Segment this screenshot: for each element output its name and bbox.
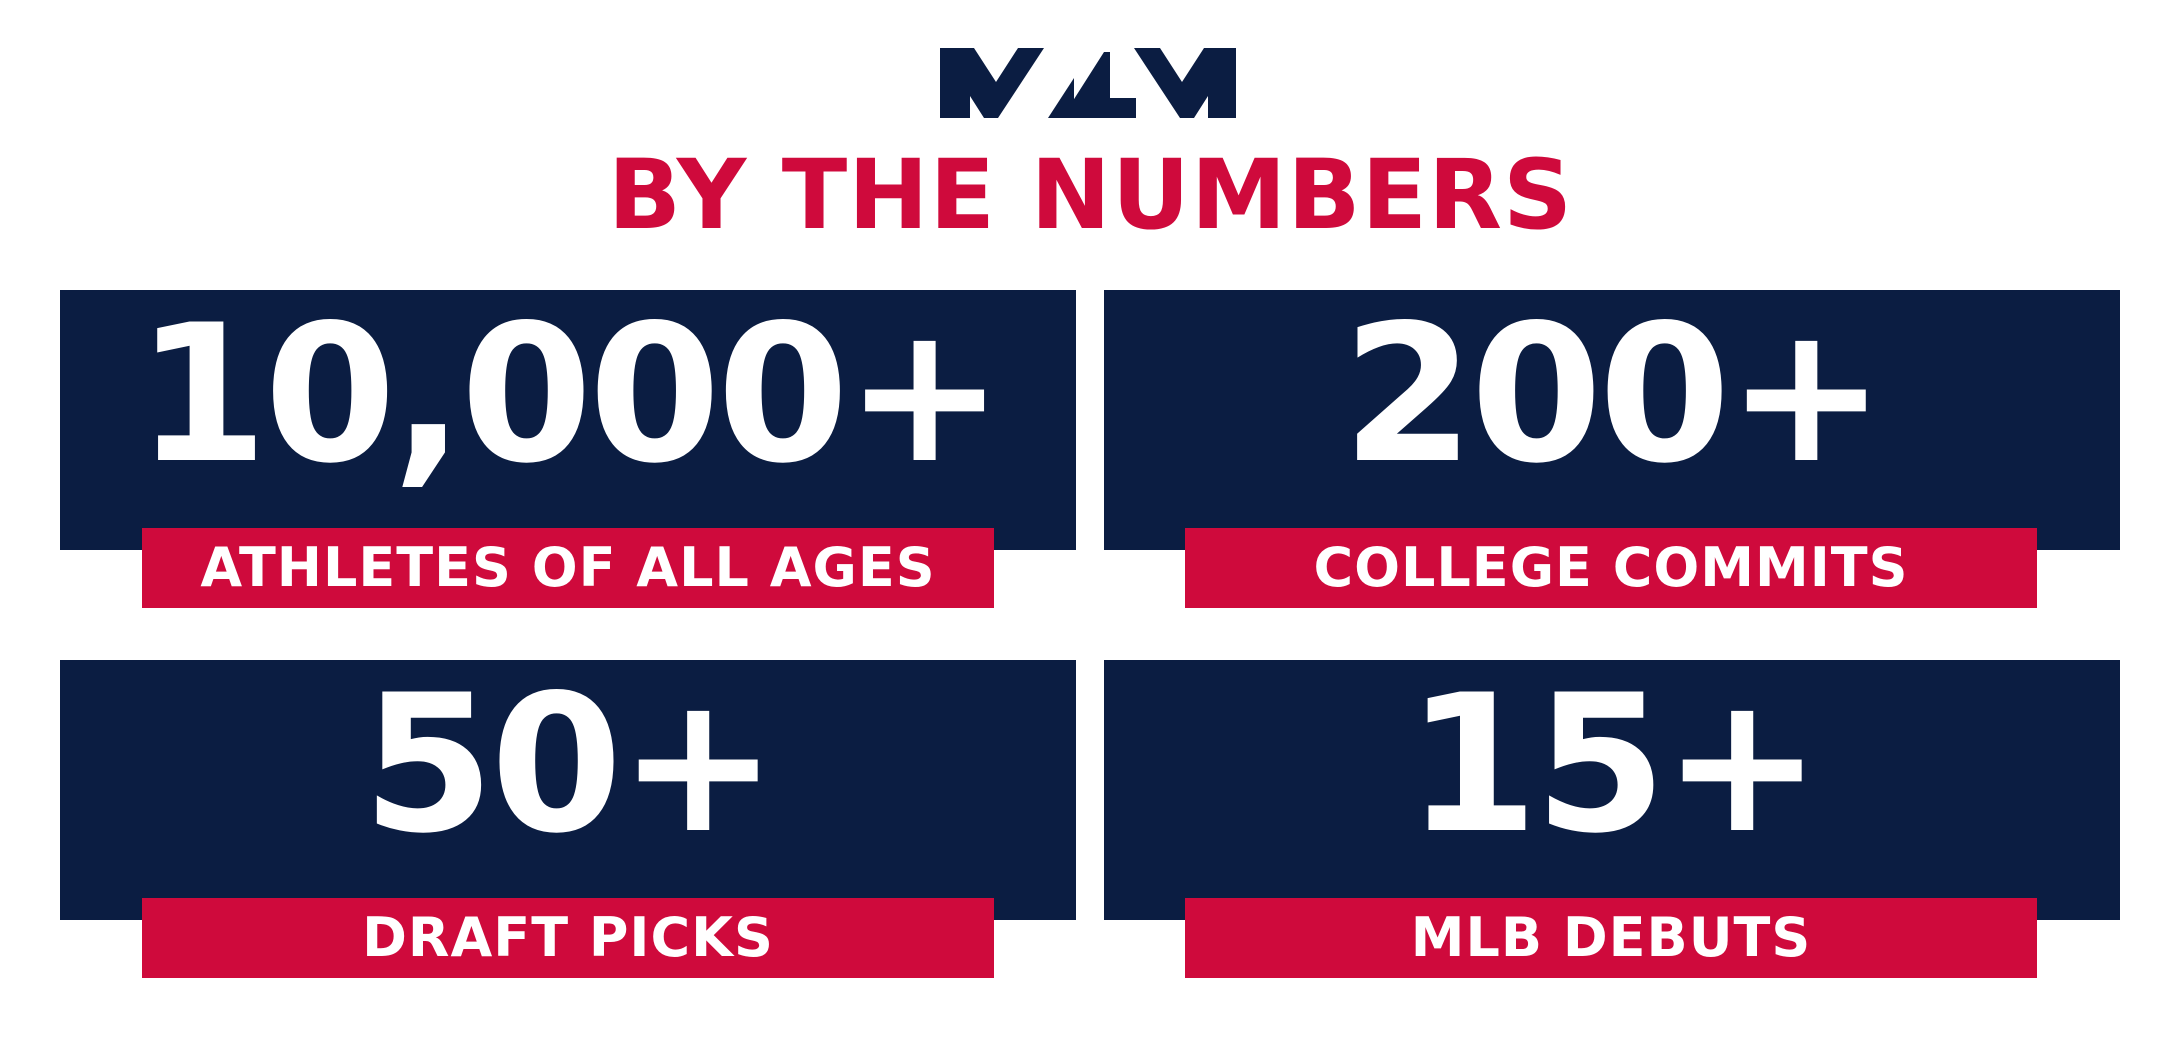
headline: BY THE NUMBERS	[607, 139, 1574, 251]
stat-label: MLB DEBUTS	[1185, 898, 2037, 978]
stat-value: 50+	[362, 654, 778, 875]
stat-value: 15+	[1406, 654, 1822, 875]
stat-value: 10,000+	[135, 284, 1004, 505]
stat-card-athletes: 10,000+	[60, 290, 1076, 550]
stat-value: 200+	[1342, 284, 1886, 505]
stat-card-college-commits: 200+	[1104, 290, 2120, 550]
mlm-logo-icon	[940, 48, 1236, 118]
stat-label: DRAFT PICKS	[142, 898, 994, 978]
stat-card-draft-picks: 50+	[60, 660, 1076, 920]
stat-card-mlb-debuts: 15+	[1104, 660, 2120, 920]
stat-label: ATHLETES OF ALL AGES	[142, 528, 994, 608]
mlm-logo	[940, 48, 1240, 120]
stat-label: COLLEGE COMMITS	[1185, 528, 2037, 608]
